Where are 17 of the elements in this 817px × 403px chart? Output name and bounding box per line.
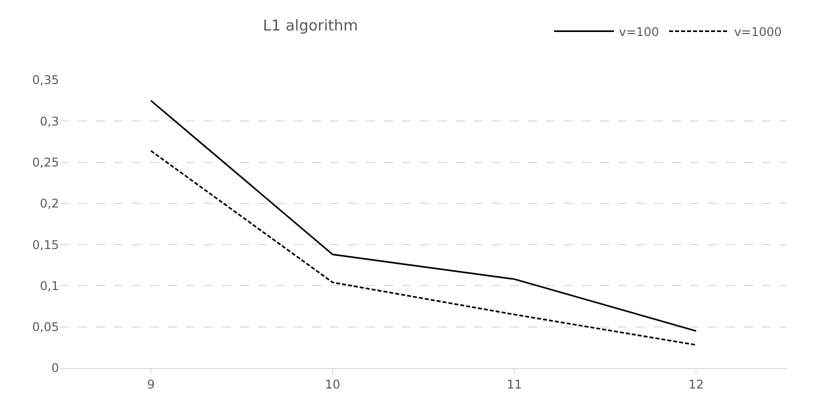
line-series — [150, 150, 697, 346]
y-tick-label: 0 — [51, 361, 59, 376]
legend-label: v=1000 — [734, 24, 782, 39]
y-tick-label: 0,15 — [32, 238, 59, 252]
legend-label: v=100 — [619, 24, 660, 39]
y-tick-label: 0,2 — [40, 196, 59, 211]
y-tick-label: 0,35 — [32, 73, 59, 88]
y-tick-label: 0,05 — [32, 320, 59, 334]
y-tick-label: 0,25 — [32, 155, 59, 170]
line-series — [150, 100, 697, 332]
x-tick-label: 10 — [324, 377, 340, 392]
x-tick-label: 9 — [147, 377, 155, 392]
y-tick-label: 0,1 — [40, 278, 59, 293]
x-tick-label: 12 — [688, 377, 704, 392]
y-tick-label: 0,3 — [40, 114, 59, 128]
chart-title: L1 algorithm — [262, 16, 358, 35]
x-tick-label: 11 — [506, 377, 522, 392]
